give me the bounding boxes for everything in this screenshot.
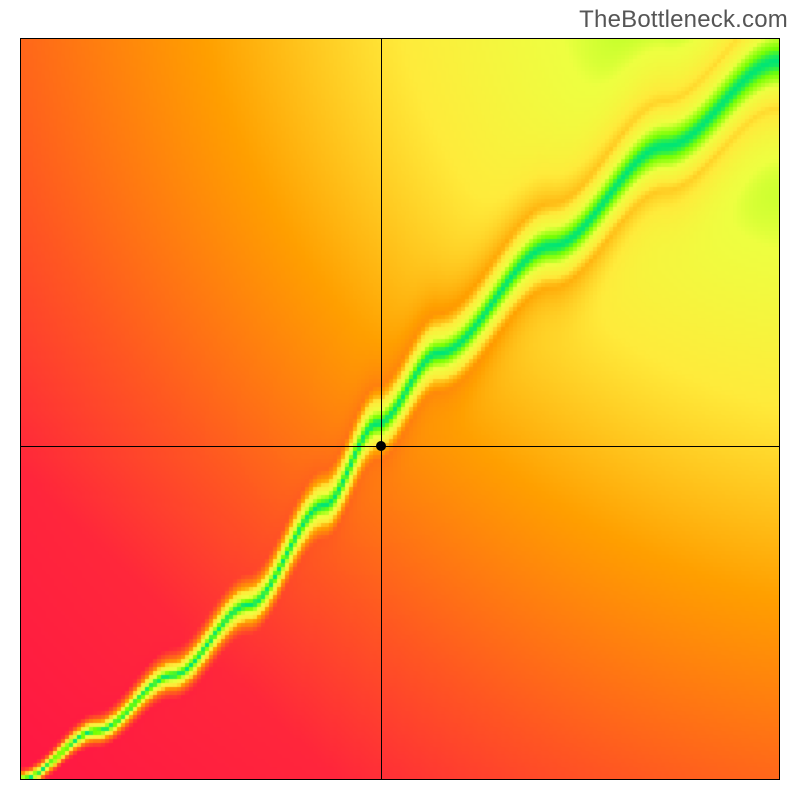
heatmap-canvas <box>21 39 779 779</box>
chart-container: TheBottleneck.com <box>0 0 800 800</box>
crosshair-vertical-line <box>381 39 382 779</box>
watermark-text: TheBottleneck.com <box>579 6 788 34</box>
crosshair-horizontal-line <box>21 446 779 447</box>
heatmap-plot <box>20 38 780 780</box>
crosshair-dot-marker <box>376 441 386 451</box>
